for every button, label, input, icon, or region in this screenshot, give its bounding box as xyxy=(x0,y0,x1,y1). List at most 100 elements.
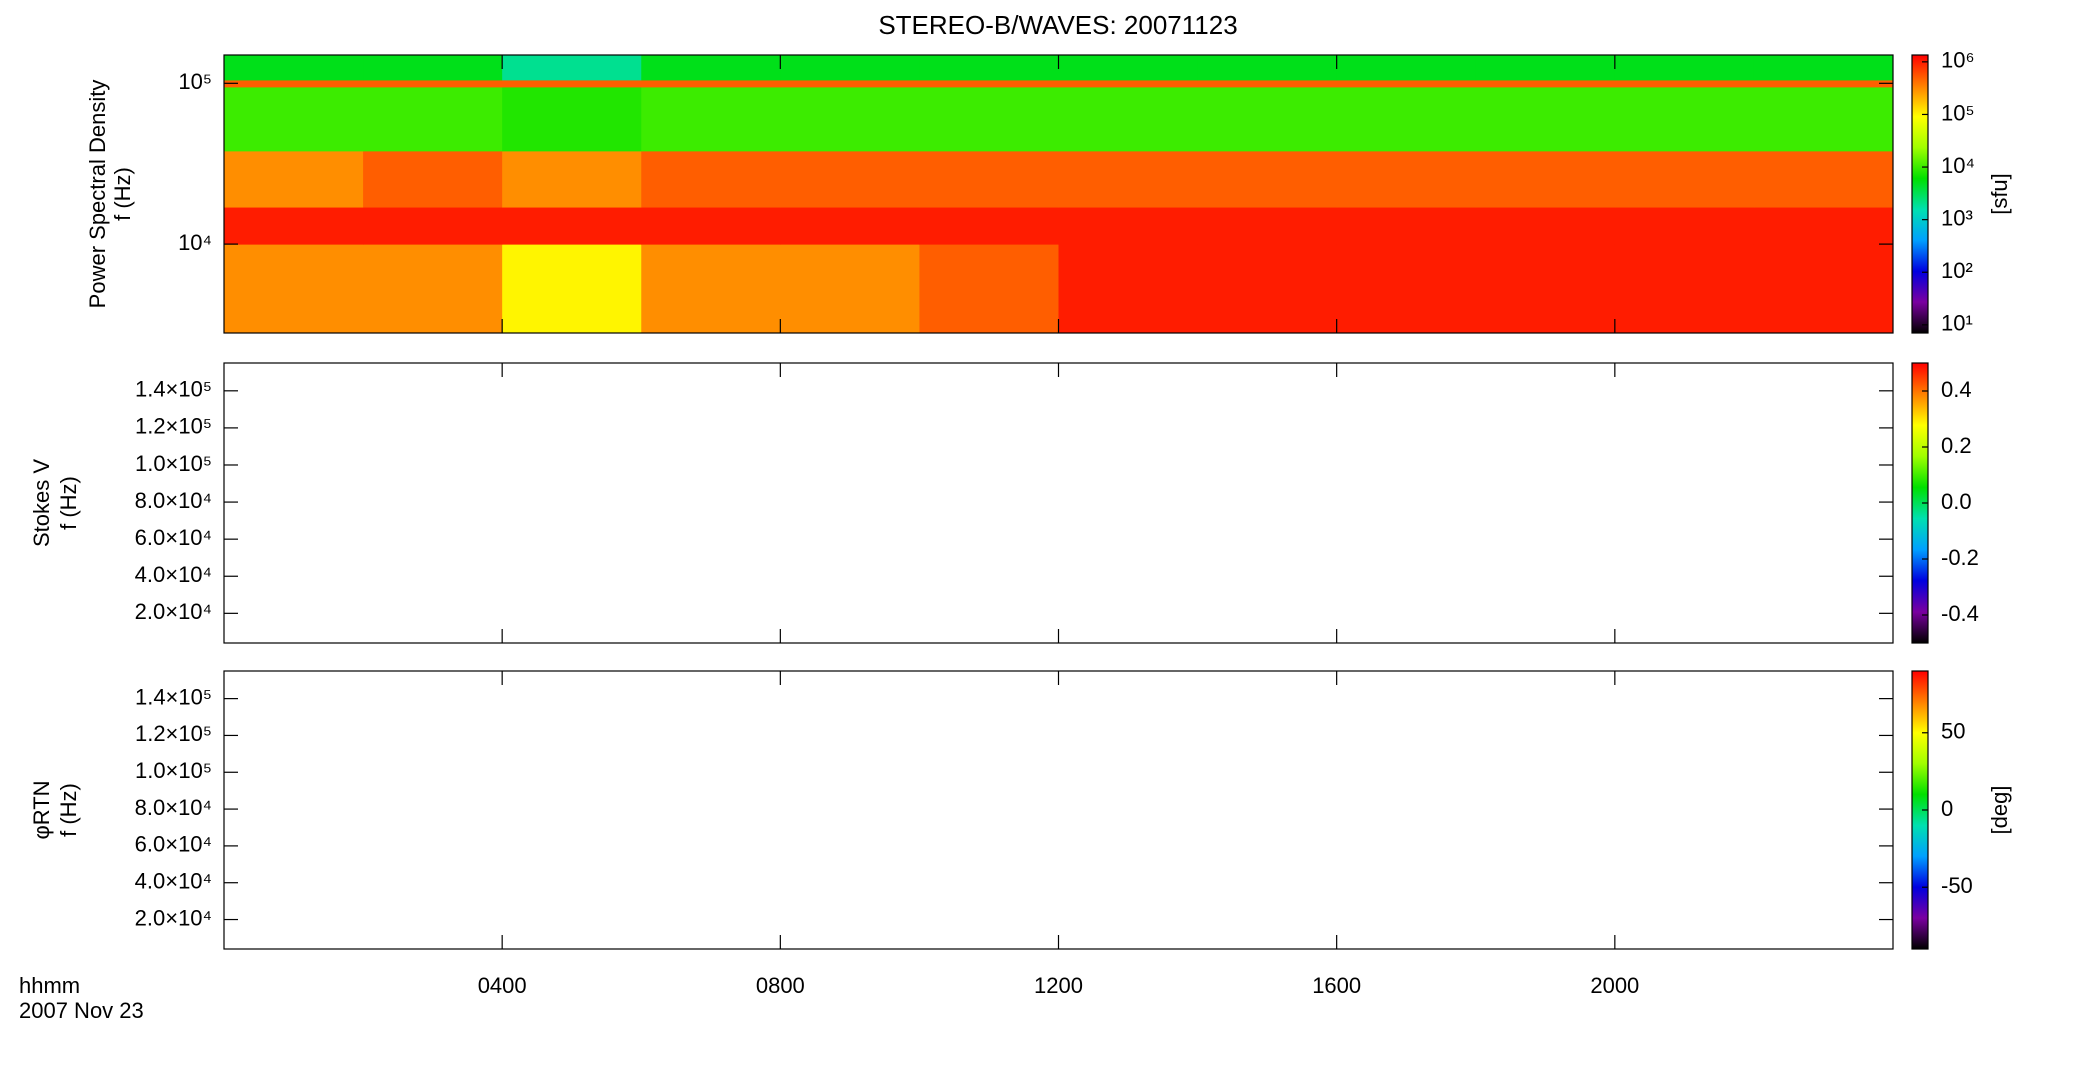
heatmap-cell xyxy=(1614,244,1755,334)
heatmap-cell xyxy=(1336,86,1477,152)
heatmap-cell xyxy=(1197,244,1338,334)
colorbar-tick-label: 50 xyxy=(1941,719,1965,744)
heatmap-cell xyxy=(1058,244,1199,334)
colorbar-tick-label: 0.0 xyxy=(1941,489,1972,514)
heatmap-cell xyxy=(919,150,1059,208)
heatmap-cell xyxy=(1197,86,1338,152)
colorbar-tick-label: 10¹ xyxy=(1941,311,1973,336)
heatmap-cell xyxy=(1475,86,1616,152)
heatmap-cell xyxy=(1614,86,1755,152)
colorbar-label: [sfu] xyxy=(1987,173,2012,215)
colorbar xyxy=(1911,54,1929,334)
x-tick-label: 0800 xyxy=(756,973,805,998)
x-tick-label: 1200 xyxy=(1034,973,1083,998)
heatmap-cell xyxy=(224,244,364,334)
heatmap-cell xyxy=(641,207,781,245)
heatmap-cell xyxy=(363,244,503,334)
heatmap-cell xyxy=(1753,79,1894,88)
x-tick-label: 1600 xyxy=(1312,973,1361,998)
y-tick-label: 2.0×10⁴ xyxy=(135,905,212,930)
heatmap-cell xyxy=(1614,207,1755,245)
y-axis-label: f (Hz) xyxy=(56,476,81,530)
heatmap-cell xyxy=(224,150,364,208)
heatmap-cell xyxy=(1336,244,1477,334)
colorbar-tick-label: 10⁴ xyxy=(1941,153,1975,178)
heatmap-cell xyxy=(1614,79,1755,88)
x-tick-label: 0400 xyxy=(478,973,527,998)
heatmap-cell xyxy=(919,79,1059,88)
colorbar-tick-label: 10³ xyxy=(1941,205,1973,230)
heatmap-cell xyxy=(1753,86,1894,152)
heatmap-cell xyxy=(1058,86,1199,152)
heatmap-cell xyxy=(780,150,920,208)
heatmap-cell xyxy=(780,79,920,88)
heatmap-cell xyxy=(1058,207,1199,245)
heatmap-cell xyxy=(224,207,364,245)
y-tick-label: 10⁴ xyxy=(178,230,212,255)
colorbar-tick-label: -0.2 xyxy=(1941,545,1979,570)
heatmap-cell xyxy=(502,150,642,208)
heatmap-cell xyxy=(919,207,1059,245)
colorbar-tick-label: 0 xyxy=(1941,796,1953,821)
heatmap-cell xyxy=(919,86,1059,152)
heatmap-cell xyxy=(1197,207,1338,245)
heatmap-cell xyxy=(1058,79,1199,88)
heatmap-cell xyxy=(780,55,920,81)
y-tick-label: 8.0×10⁴ xyxy=(135,795,212,820)
heatmap-cell xyxy=(1197,150,1338,208)
heatmap-cell xyxy=(1336,207,1477,245)
heatmap-cell xyxy=(224,55,364,81)
heatmap-cell xyxy=(1058,55,1199,81)
y-tick-label: 1.0×10⁵ xyxy=(135,758,212,783)
plot-frame xyxy=(223,670,1894,950)
y-tick-label: 1.4×10⁵ xyxy=(135,684,212,709)
heatmap-cell xyxy=(1614,55,1755,81)
heatmap-cell xyxy=(780,86,920,152)
y-tick-label: 10⁵ xyxy=(178,69,212,94)
colorbar-tick-label: 10² xyxy=(1941,258,1973,283)
heatmap-cell xyxy=(1753,207,1894,245)
heatmap-cell xyxy=(363,55,503,81)
heatmap-cell xyxy=(641,150,781,208)
heatmap-cell xyxy=(1197,55,1338,81)
heatmap-cell xyxy=(363,86,503,152)
heatmap-cell xyxy=(1753,150,1894,208)
y-tick-label: 2.0×10⁴ xyxy=(135,599,212,624)
heatmap-cell xyxy=(363,79,503,88)
heatmap-cell xyxy=(1475,244,1616,334)
y-tick-label: 1.2×10⁵ xyxy=(135,721,212,746)
colorbar-tick-label: 0.2 xyxy=(1941,433,1972,458)
y-tick-label: 4.0×10⁴ xyxy=(135,869,212,894)
heatmap-cell xyxy=(780,244,920,334)
chart-title: STEREO-B/WAVES: 20071123 xyxy=(878,10,1237,40)
heatmap-cell xyxy=(641,79,781,88)
y-tick-label: 6.0×10⁴ xyxy=(135,525,212,550)
heatmap-cell xyxy=(641,55,781,81)
heatmap-cell xyxy=(919,244,1059,334)
heatmap-cell xyxy=(1475,150,1616,208)
heatmap-cell xyxy=(780,207,920,245)
date-label: 2007 Nov 23 xyxy=(19,998,144,1023)
heatmap-cell xyxy=(1475,55,1616,81)
heatmap-cell xyxy=(502,207,642,245)
heatmap-cell xyxy=(1753,244,1894,334)
heatmap-cell xyxy=(502,55,642,81)
heatmap-cell xyxy=(502,86,642,152)
colorbar-tick-label: 0.4 xyxy=(1941,377,1972,402)
heatmap-cell xyxy=(224,79,364,88)
heatmap-cell xyxy=(1336,79,1477,88)
colorbar-tick-label: -50 xyxy=(1941,873,1973,898)
heatmap-cell xyxy=(1197,79,1338,88)
y-tick-label: 1.0×10⁵ xyxy=(135,451,212,476)
y-tick-label: 1.2×10⁵ xyxy=(135,414,212,439)
heatmap-cell xyxy=(1475,79,1616,88)
heatmap-cell xyxy=(363,207,503,245)
colorbar-label: [deg] xyxy=(1987,786,2012,835)
heatmap-cell xyxy=(502,244,642,334)
y-axis-label: Power Spectral Density xyxy=(85,80,110,309)
colorbar-tick-label: 10⁵ xyxy=(1941,100,1975,125)
heatmap-cell xyxy=(641,86,781,152)
heatmap-cell xyxy=(1614,150,1755,208)
x-tick-label: 2000 xyxy=(1590,973,1639,998)
heatmap-cell xyxy=(363,150,503,208)
